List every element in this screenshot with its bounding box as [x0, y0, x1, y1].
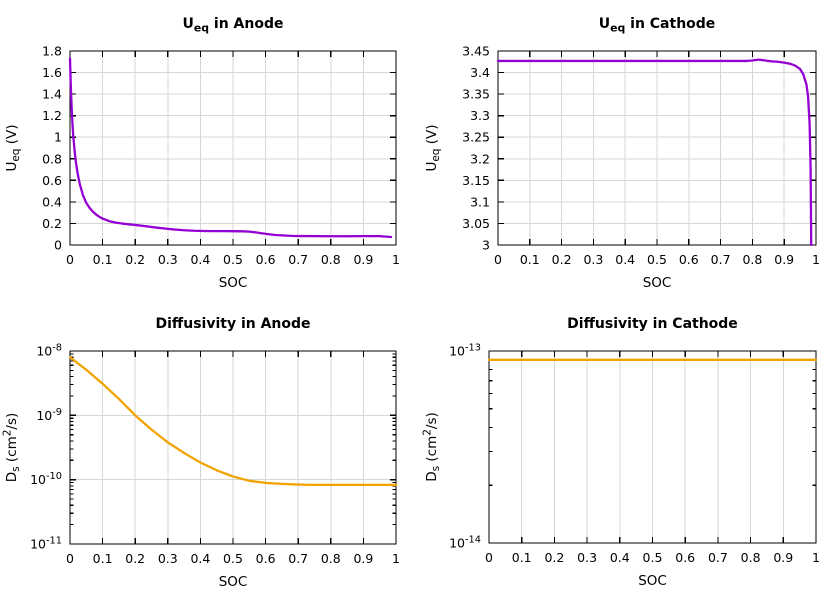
panel-title: Diffusivity in Anode: [155, 316, 310, 332]
x-tick-label: 0.1: [512, 550, 532, 565]
x-tick-label: 0.5: [223, 551, 243, 566]
x-tick-label: 0.5: [647, 252, 667, 267]
y-tick-label: 3.1: [470, 194, 490, 209]
y-tick-label: 3.25: [462, 130, 490, 145]
y-tick-label: 10-10: [30, 471, 62, 487]
y-tick-label: 3.35: [462, 87, 490, 102]
panel-ueq-cathode: 0 0.1 0.2 0.3 0.4 0.5 0.6 0.7 0.8 0.9 1 3 3.05 3.1 3.1…: [424, 16, 820, 291]
x-tick-label: 0.6: [256, 551, 276, 566]
x-tick-label: 0: [494, 252, 502, 267]
panel-diffusivity-cathode: 0 0.1 0.2 0.3 0.4 0.5 0.6 0.7 0.8 0.9 1 10-14 10-13 D…: [422, 316, 820, 589]
x-tick-label: 0.2: [552, 252, 572, 267]
x-tick-label: 0: [66, 252, 74, 267]
x-tick-label: 0.6: [679, 252, 699, 267]
x-tick-label: 1: [812, 252, 820, 267]
x-tick-label: 0.7: [288, 551, 308, 566]
x-tick-label: 0.3: [158, 551, 178, 566]
y-tick-label: 3.3: [470, 108, 490, 123]
x-tick-label: 0.9: [353, 551, 373, 566]
x-tick-label: 0.8: [321, 252, 341, 267]
y-axis-label: Ds (cm2/s): [2, 413, 23, 483]
x-tick-label: 0.8: [321, 551, 341, 566]
y-tick-label: 3.2: [470, 151, 490, 166]
series-line: [68, 356, 398, 487]
y-tick-label: 0.6: [42, 173, 62, 188]
x-tick-label: 1: [392, 551, 400, 566]
x-tick-label: 1: [812, 550, 820, 565]
x-tick-label: 0.4: [615, 252, 635, 267]
x-tick-label: 0.1: [93, 551, 113, 566]
series-line: [68, 57, 393, 239]
panel-ueq-anode: 0 0.1 0.2 0.3 0.4 0.5 0.6 0.7 0.8 0.9 1 0 0.2 0.4 0.6 0…: [4, 16, 400, 291]
panel-title: Ueq in Anode: [182, 16, 283, 34]
y-tick-label: 1.4: [42, 87, 62, 102]
x-tick-label: 0.3: [158, 252, 178, 267]
y-axis-label: Ueq (V): [424, 124, 442, 171]
x-tick-label: 0.7: [711, 252, 731, 267]
x-axis-label: SOC: [638, 573, 667, 589]
y-tick-label: 3.45: [462, 44, 490, 59]
x-tick-label: 0.3: [577, 550, 597, 565]
x-tick-label: 0.3: [583, 252, 603, 267]
y-tick-label: 1: [54, 130, 62, 145]
x-tick-label: 0: [485, 550, 493, 565]
x-tick-label: 0.2: [125, 252, 145, 267]
x-tick-label: 0.5: [223, 252, 243, 267]
y-tick-label: 10-14: [449, 535, 481, 551]
x-axis-label: SOC: [219, 574, 248, 590]
series-line: [496, 58, 813, 247]
panel-diffusivity-anode: 0 0.1 0.2 0.3 0.4 0.5 0.6 0.7 0.8 0.9 1 10-11 10-10 1…: [2, 316, 400, 590]
y-tick-label: 0: [54, 238, 62, 253]
x-tick-label: 0.6: [675, 550, 695, 565]
y-tick-label: 10-8: [36, 343, 62, 359]
x-tick-label: 0.9: [773, 550, 793, 565]
x-tick-label: 0.8: [742, 252, 762, 267]
y-tick-label: 1.6: [42, 65, 62, 80]
x-tick-label: 0.8: [741, 550, 761, 565]
x-tick-label: 0.1: [93, 252, 113, 267]
x-tick-label: 0.6: [256, 252, 276, 267]
x-tick-label: 0.5: [643, 550, 663, 565]
x-tick-label: 1: [392, 252, 400, 267]
x-axis-label: SOC: [219, 275, 248, 291]
y-tick-label: 10-13: [449, 343, 481, 359]
x-tick-label: 0.4: [190, 252, 210, 267]
x-tick-label: 0.9: [774, 252, 794, 267]
y-tick-label: 3: [482, 238, 490, 253]
y-tick-label: 10-11: [30, 536, 62, 552]
x-tick-label: 0.4: [610, 550, 630, 565]
y-tick-label: 3.4: [470, 65, 490, 80]
y-axis-label: Ds (cm2/s): [422, 412, 443, 482]
x-tick-label: 0: [66, 551, 74, 566]
y-tick-label: 3.15: [462, 173, 490, 188]
y-tick-label: 10-9: [36, 407, 62, 423]
x-tick-label: 0.1: [520, 252, 540, 267]
y-tick-label: 1.8: [42, 44, 62, 59]
y-tick-label: 1.2: [42, 108, 62, 123]
panel-title: Ueq in Cathode: [599, 16, 716, 34]
x-tick-label: 0.2: [544, 550, 564, 565]
y-tick-label: 3.05: [462, 216, 490, 231]
panel-title: Diffusivity in Cathode: [567, 316, 738, 332]
x-tick-label: 0.4: [190, 551, 210, 566]
x-tick-label: 0.9: [353, 252, 373, 267]
y-axis-label: Ueq (V): [4, 124, 22, 171]
x-axis-label: SOC: [643, 275, 672, 291]
y-tick-label: 0.2: [42, 216, 62, 231]
x-tick-label: 0.7: [708, 550, 728, 565]
x-tick-label: 0.7: [288, 252, 308, 267]
x-tick-label: 0.2: [125, 551, 145, 566]
y-tick-label: 0.8: [42, 151, 62, 166]
y-tick-label: 0.4: [42, 194, 62, 209]
